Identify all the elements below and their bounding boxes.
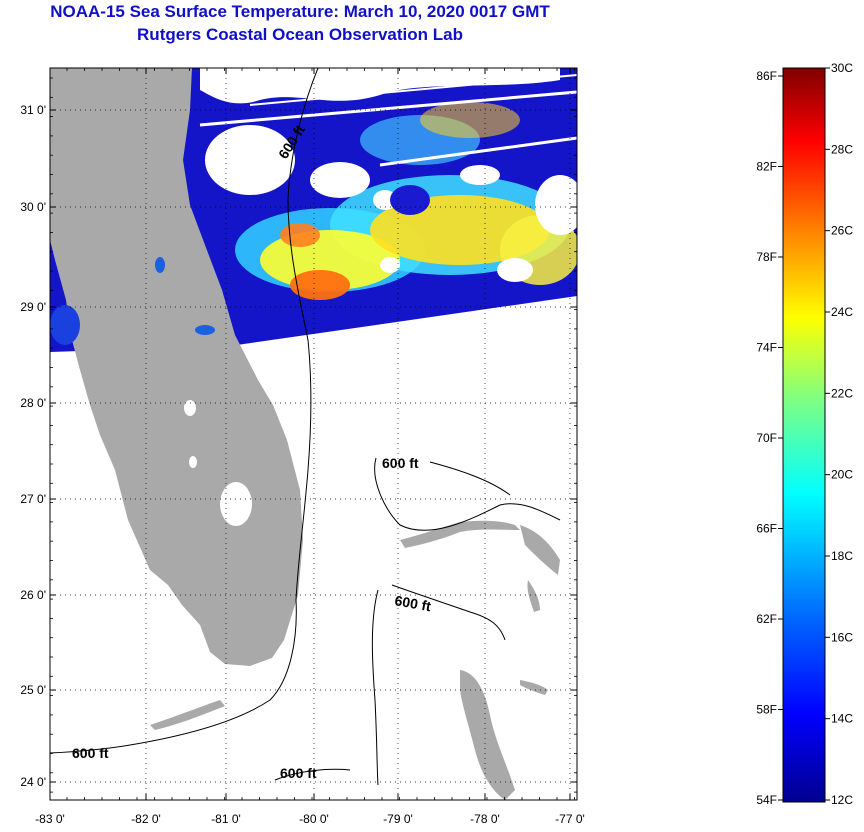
lon-tick-label: -83 0' (35, 812, 65, 826)
colorbar-f-label: 62F (756, 612, 777, 626)
colorbar-c-label: 16C (831, 630, 853, 644)
lon-tick-label: -77 0' (555, 812, 585, 826)
colorbar-fahrenheit-labels: 86F 82F 78F 74F 70F 66F 62F 58F 54F (756, 69, 783, 807)
colorbar-c-label: 24C (831, 305, 853, 319)
lon-tick-label: -79 0' (383, 812, 413, 826)
page-subtitle: Rutgers Coastal Ocean Observation Lab (137, 25, 463, 44)
isobath-contours (50, 68, 561, 786)
lon-tick-label: -81 0' (211, 812, 241, 826)
page-title: NOAA-15 Sea Surface Temperature: March 1… (50, 2, 550, 21)
contour-label: 600 ft (382, 455, 419, 471)
contour-label: 600 ft (393, 592, 432, 614)
lon-tick-label: -78 0' (470, 812, 500, 826)
colorbar-c-label: 22C (831, 386, 853, 400)
colorbar-c-label: 18C (831, 549, 853, 563)
lon-tick-label: -80 0' (299, 812, 329, 826)
lat-tick-label: 30 0' (20, 200, 46, 214)
latitude-labels: 31 0' 30 0' 29 0' 28 0' 27 0' 26 0' 25 0' 24 0' (20, 103, 46, 789)
colorbar-f-label: 82F (756, 160, 777, 174)
lat-tick-label: 26 0' (20, 588, 46, 602)
lat-tick-label: 25 0' (20, 683, 46, 697)
colorbar-f-label: 66F (756, 522, 777, 536)
colorbar-f-label: 78F (756, 250, 777, 264)
colorbar-f-label: 70F (756, 431, 777, 445)
colorbar-c-label: 20C (831, 468, 853, 482)
colorbar-c-label: 30C (831, 61, 853, 75)
abaco-land (520, 525, 560, 575)
colorbar-f-label: 58F (756, 703, 777, 717)
colorbar-c-label: 28C (831, 142, 853, 156)
lat-tick-label: 29 0' (20, 300, 46, 314)
colorbar-c-label: 14C (831, 712, 853, 726)
lat-tick-label: 24 0' (20, 775, 46, 789)
colorbar-celsius-labels: 30C 28C 26C 24C 22C 20C 18C 16C 14C 12C (825, 61, 853, 807)
colorbar-f-label: 86F (756, 69, 777, 83)
florida-keys (150, 700, 225, 730)
lat-tick-label: 28 0' (20, 396, 46, 410)
contour-label: 600 ft (72, 745, 109, 761)
map-frame (49, 67, 578, 801)
lake-okeechobee (220, 482, 252, 526)
colorbar-f-label: 54F (756, 793, 777, 807)
colorbar-c-label: 26C (831, 224, 853, 238)
contour-label: 600 ft (280, 765, 317, 781)
longitude-labels: -83 0' -82 0' -81 0' -80 0' -79 0' -78 0' -77 … (35, 812, 585, 826)
lon-tick-label: -82 0' (131, 812, 161, 826)
lat-tick-label: 27 0' (20, 492, 46, 506)
colorbar-gradient (782, 67, 826, 803)
andros-land (460, 670, 515, 800)
lat-tick-label: 31 0' (20, 103, 46, 117)
colorbar-f-label: 74F (756, 341, 777, 355)
colorbar-c-label: 12C (831, 793, 853, 807)
colorbar: 86F 82F 78F 74F 70F 66F 62F 58F 54F 30C 28C 26C 24C… (756, 61, 853, 807)
grand-bahama-land (400, 520, 520, 548)
